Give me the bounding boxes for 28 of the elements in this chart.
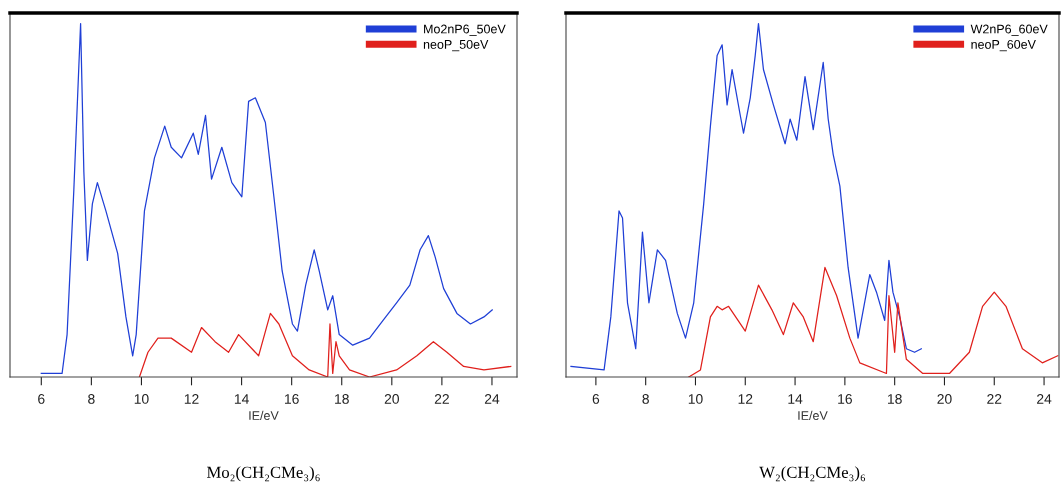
x-tick-label: 20	[937, 394, 952, 404]
x-tick-label: 6	[592, 394, 600, 404]
x-tick-label: 20	[384, 394, 399, 404]
legend-label: W2nP6_60eV	[970, 24, 1048, 36]
x-tick-label: 12	[184, 394, 199, 404]
x-tick-label: 12	[738, 394, 753, 404]
legend-label: Mo2nP6_50eV	[424, 24, 506, 36]
x-tick-label: 10	[134, 394, 149, 404]
legend-label: neoP_50eV	[423, 39, 489, 52]
x-tick-label: 6	[38, 394, 45, 404]
x-tick-label: 24	[484, 394, 500, 404]
x-tick-label: 24	[1037, 394, 1052, 404]
x-axis-title: IE/eV	[798, 410, 828, 420]
legend-label: neoP_60eV	[971, 39, 1036, 52]
x-tick-label: 18	[888, 394, 902, 404]
x-tick-label: 16	[838, 394, 852, 404]
x-tick-label: 22	[434, 394, 449, 404]
text: W₂(CH₂CMe₃)₆	[759, 466, 866, 482]
x-tick-label: 14	[788, 394, 803, 404]
x-tick-label: 16	[285, 394, 299, 404]
x-tick-label: 8	[642, 394, 649, 404]
x-axis-title: IE/eV	[249, 410, 279, 420]
x-tick-label: 14	[234, 394, 249, 404]
text: Mo₂(CH₂CMe₃)₆	[206, 466, 320, 482]
x-tick-label: 10	[688, 394, 703, 404]
x-tick-label: 8	[88, 394, 95, 404]
x-tick-label: 18	[335, 394, 349, 404]
x-tick-label: 22	[987, 394, 1002, 404]
